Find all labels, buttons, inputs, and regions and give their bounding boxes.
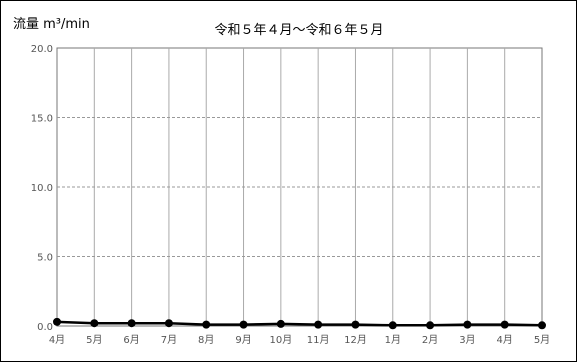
data-point [314, 320, 323, 329]
x-tick-label: 3月 [459, 334, 475, 346]
chart-title: 令和５年４月～令和６年５月 [214, 23, 383, 38]
y-tick-label: 0.0 [37, 322, 53, 333]
x-tick-label: 6月 [123, 334, 139, 346]
x-tick-label: 8月 [198, 334, 214, 346]
y-tick-label: 15.0 [31, 114, 53, 125]
data-point [164, 319, 173, 328]
data-point [239, 320, 248, 329]
x-tick-label: 10月 [269, 334, 292, 346]
data-point [388, 321, 397, 330]
y-tick-label: 5.0 [37, 253, 53, 264]
data-point [426, 321, 435, 330]
x-tick-label: 9月 [235, 334, 251, 346]
grid-lines [57, 48, 542, 326]
series-line [56, 320, 543, 327]
x-tick-label: 2月 [422, 334, 438, 346]
data-point [276, 319, 285, 328]
data-points [53, 317, 546, 330]
y-axis-label: 流量 m³/min [13, 17, 90, 32]
x-tick-label: 11月 [307, 334, 330, 346]
data-point [500, 320, 509, 329]
y-tick-label: 20.0 [31, 44, 53, 55]
y-tick-labels: 0.0 5.0 10.0 15.0 20.0 [31, 44, 53, 333]
x-tick-label: 1月 [385, 334, 401, 346]
data-point [351, 320, 360, 329]
data-point [538, 321, 546, 330]
x-tick-labels: 4月 5月 6月 7月 8月 9月 10月 11月 12月 1月 2月 3月 4月 5月 [49, 334, 550, 346]
x-tick-label: 5月 [86, 334, 102, 346]
data-point [90, 319, 99, 328]
x-tick-label: 5月 [534, 334, 550, 346]
data-point [463, 320, 472, 329]
x-tick-label: 12月 [344, 334, 367, 346]
data-point [127, 319, 136, 328]
x-tick-label: 4月 [497, 334, 513, 346]
x-tick-label: 7月 [161, 334, 177, 346]
y-tick-label: 10.0 [31, 183, 53, 194]
data-point [202, 320, 211, 329]
x-tick-label: 4月 [49, 334, 65, 346]
data-point [53, 317, 61, 326]
